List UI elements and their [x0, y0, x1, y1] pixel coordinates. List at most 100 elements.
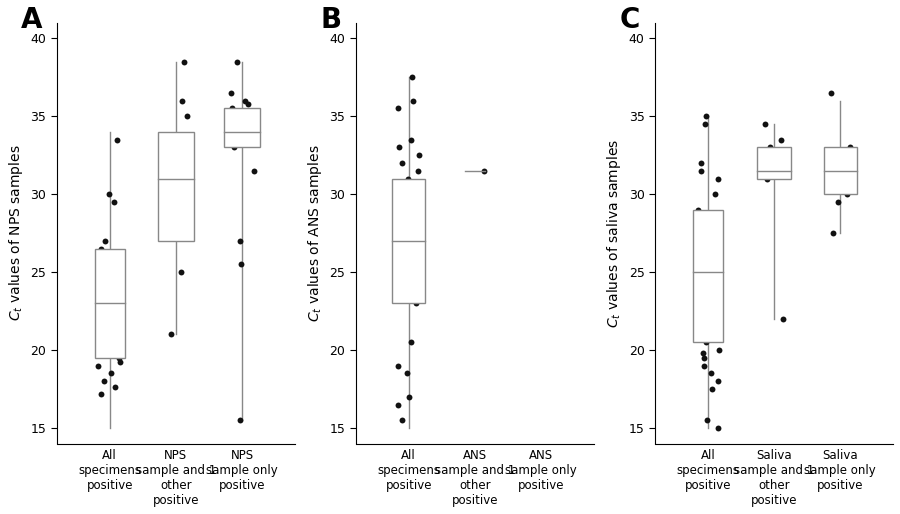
Point	[94, 245, 108, 253]
Point	[97, 338, 112, 346]
Point	[770, 159, 785, 167]
Point	[703, 237, 717, 245]
Point	[394, 159, 409, 167]
Point	[113, 322, 128, 331]
Point	[109, 268, 123, 276]
Point	[103, 291, 117, 300]
Point	[108, 383, 122, 392]
Point	[400, 369, 414, 377]
Point	[476, 167, 491, 175]
Point	[696, 349, 710, 357]
Point	[827, 174, 842, 182]
Point	[405, 245, 419, 253]
Point	[699, 416, 714, 424]
Point	[840, 190, 854, 198]
Point	[240, 100, 255, 108]
Point	[409, 299, 423, 307]
Point	[707, 190, 722, 198]
Point	[180, 167, 194, 175]
Point	[767, 151, 781, 159]
Point	[694, 159, 708, 167]
Point	[773, 136, 788, 144]
Point	[174, 221, 188, 229]
Point	[703, 229, 717, 237]
Bar	[392, 178, 426, 303]
Point	[843, 143, 858, 152]
Point	[703, 245, 717, 253]
Point	[697, 361, 711, 370]
Point	[94, 390, 109, 398]
Point	[688, 260, 703, 268]
Bar	[824, 148, 857, 194]
Y-axis label: $C_t$ values of saliva samples: $C_t$ values of saliva samples	[605, 139, 623, 328]
Point	[401, 237, 416, 245]
Point	[113, 346, 128, 354]
Point	[111, 315, 125, 323]
Point	[401, 174, 416, 182]
Point	[711, 331, 725, 339]
Point	[697, 354, 711, 362]
Point	[175, 97, 189, 105]
Point	[711, 424, 725, 432]
Point	[230, 58, 245, 66]
Point	[105, 331, 120, 339]
Point	[91, 260, 105, 268]
Point	[225, 104, 239, 113]
Point	[172, 159, 186, 167]
Text: B: B	[320, 6, 341, 34]
Text: A: A	[21, 6, 42, 34]
Point	[223, 89, 238, 97]
Point	[391, 400, 405, 409]
Bar	[158, 132, 194, 241]
Bar	[693, 210, 723, 342]
Point	[704, 255, 718, 264]
Point	[97, 377, 112, 386]
Point	[164, 331, 178, 339]
Point	[246, 136, 260, 144]
Point	[402, 393, 417, 401]
Point	[165, 187, 179, 195]
Point	[698, 252, 712, 261]
Point	[112, 354, 126, 362]
Point	[91, 307, 105, 315]
Point	[698, 338, 713, 346]
Point	[704, 369, 718, 377]
Point	[234, 112, 248, 120]
Point	[404, 136, 419, 144]
Point	[238, 97, 252, 105]
Y-axis label: $C_t$ values of NPS samples: $C_t$ values of NPS samples	[7, 145, 25, 321]
Point	[102, 190, 116, 198]
Point	[110, 136, 124, 144]
Point	[234, 120, 248, 128]
Point	[765, 167, 779, 175]
Point	[395, 416, 410, 424]
Point	[403, 338, 418, 346]
Point	[92, 349, 106, 357]
Point	[688, 307, 703, 315]
Point	[697, 213, 711, 222]
Point	[233, 124, 248, 133]
Point	[698, 112, 713, 120]
Point	[712, 346, 726, 354]
Point	[412, 151, 427, 159]
Point	[824, 89, 839, 97]
Point	[401, 229, 416, 237]
Point	[711, 377, 725, 386]
Point	[758, 120, 772, 128]
Point	[94, 343, 108, 351]
Point	[224, 109, 238, 117]
Point	[406, 97, 420, 105]
Y-axis label: $C_t$ values of ANS samples: $C_t$ values of ANS samples	[306, 144, 324, 322]
Point	[165, 174, 179, 182]
Point	[824, 167, 838, 175]
Point	[705, 385, 719, 393]
Point	[104, 296, 118, 304]
Point	[391, 361, 405, 370]
Point	[831, 198, 845, 206]
Point	[233, 128, 248, 136]
Point	[232, 416, 247, 424]
Point	[400, 190, 415, 198]
Point	[232, 115, 247, 123]
Point	[232, 237, 247, 245]
Point	[400, 224, 415, 232]
